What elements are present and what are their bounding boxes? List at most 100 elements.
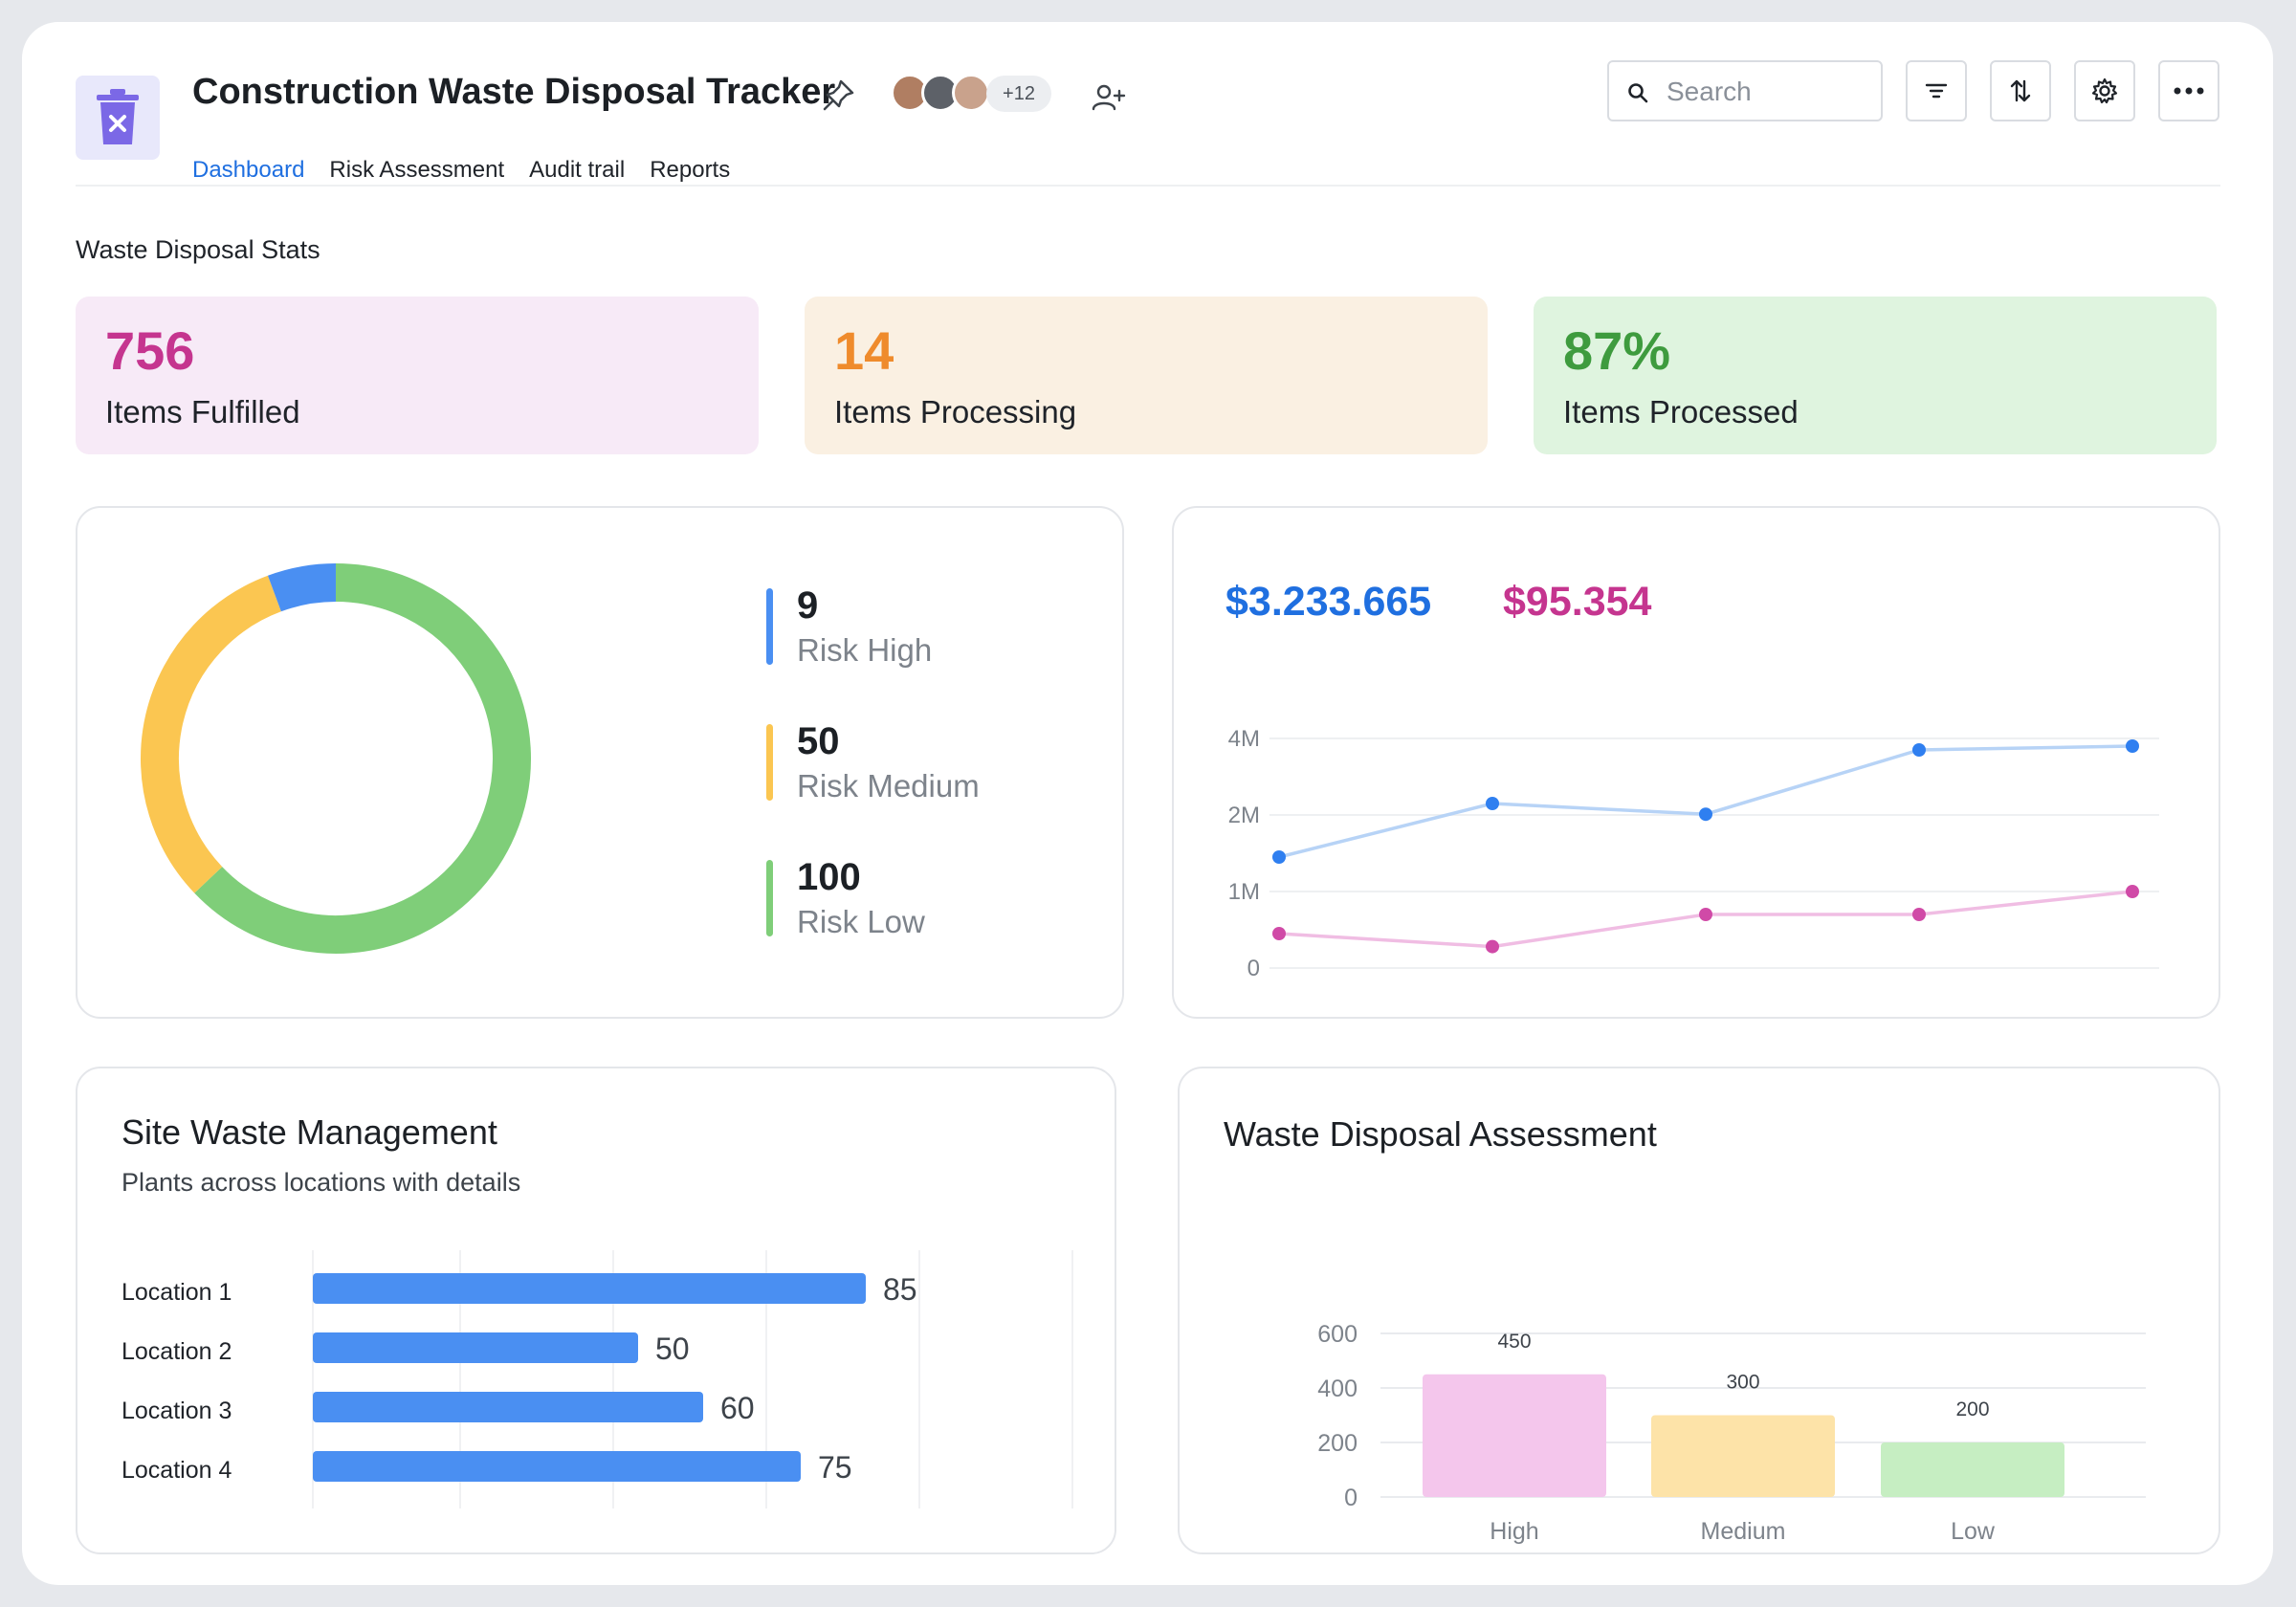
pin-icon[interactable]	[820, 76, 858, 114]
data-point	[2126, 739, 2139, 753]
section-title: Waste Disposal Stats	[76, 235, 320, 264]
data-point	[1486, 939, 1499, 954]
add-user-icon[interactable]	[1090, 79, 1126, 116]
data-point	[1912, 743, 1926, 757]
y-tick-label: 600	[1317, 1321, 1358, 1348]
bar	[1881, 1442, 2064, 1497]
tab-bar: Dashboard Risk Assessment Audit trail Re…	[192, 157, 730, 184]
filter-icon	[1925, 83, 1948, 99]
y-tick-label: 200	[1317, 1430, 1358, 1457]
trend-panel: $3.233.665 $95.354 0 1M 2M 4M	[1172, 506, 2220, 1019]
y-tick-label: 4M	[1228, 726, 1260, 752]
tab-dashboard[interactable]: Dashboard	[192, 157, 305, 183]
y-tick-label: 0	[1344, 1485, 1358, 1511]
legend-label: Risk Medium	[797, 768, 980, 804]
assessment-bar-chart: 0 200 400 600 450 High 300 Medium 200 Low	[1317, 1321, 2146, 1545]
settings-icon	[2091, 77, 2118, 104]
panel-title: Waste Disposal Assessment	[1224, 1114, 1657, 1154]
stat-card-processing: 14 Items Processing	[805, 297, 1488, 454]
y-tick-label: 400	[1317, 1376, 1358, 1402]
bar	[313, 1332, 638, 1363]
dashboard-window: Construction Waste Disposal Tracker +12 …	[22, 22, 2273, 1585]
donut-slice-risk-high	[267, 563, 337, 612]
stat-label: Items Processing	[834, 394, 1077, 429]
avatar-group[interactable]: +12	[891, 74, 1063, 112]
data-point	[2126, 885, 2139, 898]
stat-value: 756	[105, 320, 195, 381]
bar-value-label: 200	[1955, 1398, 1989, 1420]
y-tick-label: 0	[1247, 956, 1260, 981]
bar-category-label: Location 3	[121, 1398, 232, 1424]
data-point	[1699, 807, 1712, 822]
x-category-label: High	[1490, 1518, 1538, 1545]
tab-reports[interactable]: Reports	[650, 157, 731, 183]
stat-value: 14	[834, 320, 894, 381]
risk-panel: 9 Risk High 50 Risk Medium 100 Risk Low	[76, 506, 1124, 1019]
x-category-label: Medium	[1701, 1518, 1786, 1545]
sort-icon	[2010, 79, 2031, 102]
bar	[313, 1392, 703, 1422]
tab-audit-trail[interactable]: Audit trail	[529, 157, 626, 183]
y-tick-label: 2M	[1228, 803, 1260, 828]
legend-value: 50	[797, 720, 840, 762]
bar-category-label: Location 4	[121, 1457, 232, 1484]
bar-category-label: Location 1	[121, 1279, 232, 1306]
legend-color-bar	[766, 724, 773, 801]
bar-category-label: Location 2	[121, 1338, 232, 1365]
legend-value: 100	[797, 856, 861, 898]
search-icon	[1628, 83, 1648, 103]
filter-button[interactable]	[1906, 60, 1967, 121]
data-point	[1912, 908, 1926, 921]
total-blue: $3.233.665	[1225, 579, 1432, 625]
legend-color-bar	[766, 860, 773, 936]
sort-button[interactable]	[1990, 60, 2051, 121]
bar-value-label: 50	[655, 1332, 690, 1366]
search-input[interactable]	[1667, 74, 1867, 110]
more-button[interactable]	[2158, 60, 2219, 121]
stat-label: Items Processed	[1563, 394, 1799, 429]
legend-label: Risk High	[797, 632, 933, 668]
stat-card-fulfilled: 756 Items Fulfilled	[76, 297, 759, 454]
bar	[313, 1273, 866, 1304]
bar	[1651, 1415, 1835, 1497]
trend-line-chart: 0 1M 2M 4M	[1228, 726, 2159, 981]
data-point	[1486, 797, 1499, 810]
trash-x-icon	[76, 76, 160, 160]
donut-slice-risk-low	[194, 563, 531, 954]
panel-subtitle: Plants across locations with details	[121, 1168, 521, 1197]
stat-value: 87%	[1563, 320, 1671, 381]
donut-slice-risk-medium	[141, 575, 282, 893]
bar-value-label: 300	[1726, 1372, 1759, 1394]
avatar[interactable]	[952, 74, 990, 112]
data-point	[1699, 908, 1712, 921]
bar	[313, 1451, 801, 1482]
legend-label: Risk Low	[797, 904, 925, 939]
site-waste-bar-chart: Location 1 85 Location 2 50 Location 3 60 Loca…	[121, 1250, 1073, 1508]
more-icon	[2174, 87, 2204, 95]
avatar-more-count[interactable]: +12	[986, 76, 1051, 112]
bar-value-label: 450	[1497, 1331, 1531, 1353]
search-box[interactable]	[1607, 60, 1883, 121]
legend-value: 9	[797, 584, 819, 627]
settings-button[interactable]	[2074, 60, 2135, 121]
bar-value-label: 85	[883, 1272, 917, 1307]
bar-value-label: 60	[720, 1391, 755, 1425]
risk-donut-chart	[141, 563, 531, 954]
x-category-label: Low	[1951, 1518, 1996, 1545]
panel-title: Site Waste Management	[121, 1112, 497, 1152]
total-pink: $95.354	[1503, 579, 1652, 625]
y-tick-label: 1M	[1228, 879, 1260, 905]
bar-value-label: 75	[818, 1450, 852, 1485]
header-divider	[76, 185, 2220, 187]
data-point	[1272, 850, 1286, 864]
site-waste-panel: Site Waste Management Plants across loca…	[76, 1067, 1116, 1554]
legend-color-bar	[766, 588, 773, 665]
assessment-panel: Waste Disposal Assessment 0 200 400 600 450 H…	[1178, 1067, 2220, 1554]
page-title: Construction Waste Disposal Tracker	[192, 72, 836, 112]
stat-label: Items Fulfilled	[105, 394, 300, 429]
bar	[1423, 1374, 1606, 1497]
tab-risk-assessment[interactable]: Risk Assessment	[329, 157, 505, 183]
series-line-0	[1278, 744, 2133, 859]
stat-card-processed: 87% Items Processed	[1534, 297, 2217, 454]
data-point	[1272, 927, 1286, 940]
